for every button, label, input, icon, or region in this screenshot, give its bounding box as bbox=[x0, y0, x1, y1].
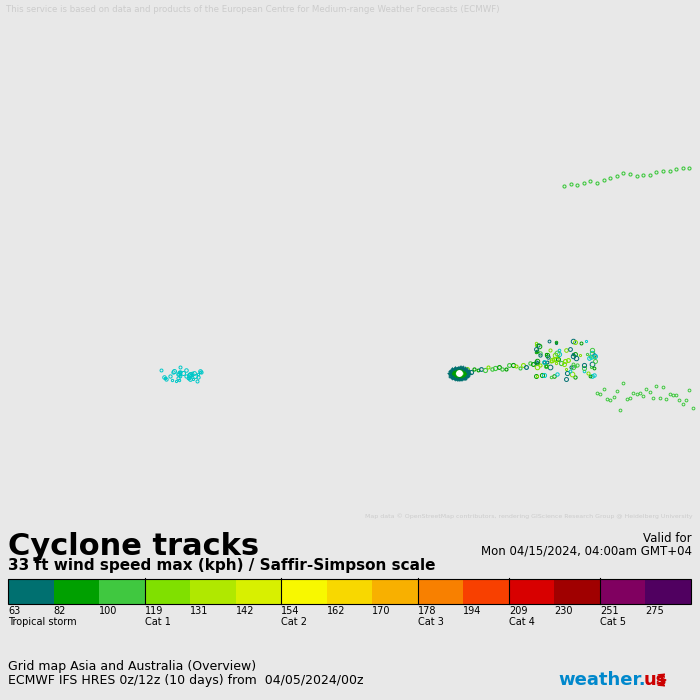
Bar bbox=[281, 579, 327, 604]
Bar bbox=[99, 579, 145, 604]
Bar bbox=[145, 579, 190, 604]
Text: 154: 154 bbox=[281, 606, 300, 616]
Text: 230: 230 bbox=[554, 606, 573, 616]
Text: Tropical storm: Tropical storm bbox=[8, 617, 76, 627]
Text: 100: 100 bbox=[99, 606, 118, 616]
Bar bbox=[372, 579, 418, 604]
Bar bbox=[236, 579, 281, 604]
Text: 275: 275 bbox=[645, 606, 664, 616]
Text: 131: 131 bbox=[190, 606, 209, 616]
Text: ECMWF IFS HRES 0z/12z (10 days) from  04/05/2024/00z: ECMWF IFS HRES 0z/12z (10 days) from 04/… bbox=[8, 674, 363, 687]
Text: Map data © OpenStreetMap contributors, rendering GIScience Research Group @ Heid: Map data © OpenStreetMap contributors, r… bbox=[365, 514, 693, 519]
Text: Cat 3: Cat 3 bbox=[418, 617, 444, 627]
Text: Mon 04/15/2024, 04:00am GMT+04: Mon 04/15/2024, 04:00am GMT+04 bbox=[481, 544, 692, 557]
Bar bbox=[600, 579, 645, 604]
Bar bbox=[327, 579, 372, 604]
Text: 251: 251 bbox=[600, 606, 619, 616]
Text: 142: 142 bbox=[236, 606, 254, 616]
Text: 209: 209 bbox=[509, 606, 527, 616]
Text: 178: 178 bbox=[418, 606, 436, 616]
Text: us: us bbox=[644, 671, 667, 689]
Text: Cat 5: Cat 5 bbox=[600, 617, 626, 627]
Text: 194: 194 bbox=[463, 606, 482, 616]
Text: 170: 170 bbox=[372, 606, 391, 616]
Text: Valid for: Valid for bbox=[643, 532, 692, 545]
Bar bbox=[8, 579, 53, 604]
Text: Cat 1: Cat 1 bbox=[145, 617, 171, 627]
Bar bbox=[53, 579, 99, 604]
Text: 82: 82 bbox=[53, 606, 66, 616]
Text: This service is based on data and products of the European Centre for Medium-ran: This service is based on data and produc… bbox=[6, 6, 499, 15]
Bar bbox=[418, 579, 463, 604]
Text: Cat 2: Cat 2 bbox=[281, 617, 307, 627]
Text: weather.: weather. bbox=[558, 671, 645, 689]
Text: 33 ft wind speed max (kph) / Saffir-Simpson scale: 33 ft wind speed max (kph) / Saffir-Simp… bbox=[8, 558, 435, 573]
Text: Cat 4: Cat 4 bbox=[509, 617, 535, 627]
Bar bbox=[190, 579, 236, 604]
Text: 63: 63 bbox=[8, 606, 20, 616]
Text: Cyclone tracks: Cyclone tracks bbox=[8, 532, 259, 561]
Text: 119: 119 bbox=[145, 606, 163, 616]
Bar bbox=[554, 579, 600, 604]
Bar bbox=[8, 579, 691, 604]
Bar bbox=[463, 579, 509, 604]
Bar bbox=[509, 579, 554, 604]
Bar bbox=[645, 579, 691, 604]
Text: Grid map Asia and Australia (Overview): Grid map Asia and Australia (Overview) bbox=[8, 660, 256, 673]
Text: 162: 162 bbox=[327, 606, 345, 616]
